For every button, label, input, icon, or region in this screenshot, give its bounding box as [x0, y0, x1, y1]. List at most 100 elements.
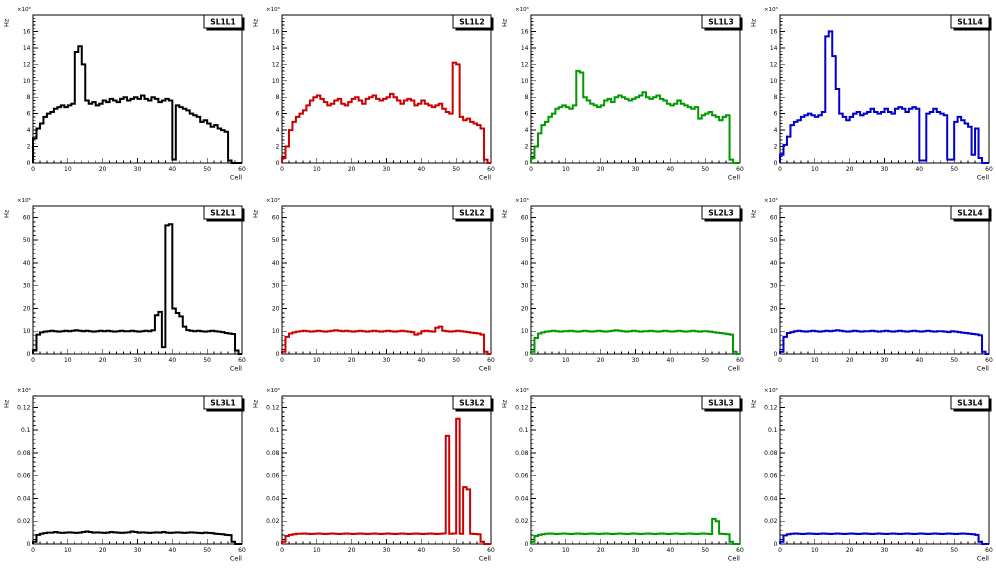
y-tick-label: 4 [27, 127, 31, 134]
x-tick-label: 60 [736, 547, 744, 554]
title-box [950, 205, 990, 220]
y-tick-label: 16 [23, 28, 31, 35]
histogram-line-SL3L3 [530, 518, 740, 546]
y-tick-label: 60 [272, 214, 280, 221]
x-tick-label: 20 [597, 357, 605, 364]
x-tick-label: 50 [701, 547, 709, 554]
y-tick-label: 6 [276, 111, 280, 118]
x-tick-label: 50 [950, 547, 958, 554]
y-axis-title: Hz [749, 18, 757, 27]
y-tick-label: 0.12 [764, 405, 778, 412]
y-scale-exponent: ×10³ [266, 197, 280, 204]
y-tick-label: 10 [770, 78, 778, 85]
x-tick-label: 30 [383, 547, 391, 554]
x-tick-label: 30 [632, 357, 640, 364]
x-axis-title: Cell [728, 555, 740, 563]
y-tick-label: 10 [23, 328, 31, 335]
x-tick-label: 40 [916, 166, 924, 173]
x-tick-label: 0 [280, 166, 284, 173]
x-tick-label: 0 [280, 547, 284, 554]
x-tick-label: 10 [64, 357, 72, 364]
y-axis-title: Hz [749, 209, 757, 218]
x-tick-label: 30 [134, 357, 142, 364]
x-tick-label: 0 [31, 166, 35, 173]
y-tick-label: 0.02 [764, 519, 778, 526]
x-tick-label: 60 [736, 357, 744, 364]
y-tick-label: 6 [27, 111, 31, 118]
x-tick-label: 10 [562, 166, 570, 173]
y-tick-label: 2 [27, 144, 31, 151]
x-tick-label: 40 [916, 357, 924, 364]
x-tick-label: 40 [916, 547, 924, 554]
histogram-line-SL2L4 [779, 328, 989, 355]
x-tick-label: 40 [418, 547, 426, 554]
x-tick-label: 10 [313, 357, 321, 364]
title-box [203, 205, 243, 220]
y-scale-exponent: ×10³ [17, 6, 31, 13]
y-tick-label: 20 [770, 305, 778, 312]
x-tick-label: 50 [452, 166, 460, 173]
histogram-title: SL1L4 [957, 17, 982, 26]
y-tick-label: 0.08 [266, 450, 280, 457]
x-tick-label: 0 [31, 357, 35, 364]
x-tick-label: 20 [846, 357, 854, 364]
x-tick-label: 60 [487, 547, 495, 554]
y-tick-label: 0.06 [17, 473, 31, 480]
x-axis-title: Cell [479, 555, 491, 563]
y-axis-title: Hz [2, 18, 10, 27]
histogram-line-SL1L4 [779, 30, 989, 164]
y-axis-title: Hz [749, 399, 757, 408]
histogram-svg-SL2L4: 0 10 20 30 40 50 600102030405060CellHz×10³SL2L… [749, 197, 993, 372]
histogram-line-SL1L3 [530, 69, 740, 164]
y-tick-label: 0.04 [266, 496, 280, 503]
y-tick-label: 4 [774, 127, 778, 134]
x-tick-label: 60 [985, 357, 993, 364]
histogram-svg-SL1L1: 0 10 20 30 40 50 60 0 2 4 6 8 10 12 14 16 Cell Hz ×10³ SL1L… [2, 6, 245, 181]
histogram-line-SL2L3 [530, 328, 740, 355]
y-axis-title: Hz [2, 209, 10, 218]
y-tick-label: 0.1 [768, 427, 778, 434]
histogram-svg-SL3L1: 0 10 20 30 40 50 60 0 0.02 0.04 0.06 0.08 0.1 0.12 Cel… [2, 387, 245, 562]
x-tick-label: 20 [348, 166, 356, 173]
histogram-panel-SL2L2: 0 10 20 30 40 50 60 0 10 20 30 40 50 60 Cell Hz ×10³ SL2L… [249, 190, 498, 382]
y-axis-title: Hz [500, 18, 508, 27]
histogram-line-SL3L4 [779, 532, 989, 546]
axis-ticks [32, 14, 243, 164]
axis-ticks [32, 398, 243, 545]
title-box [701, 205, 741, 220]
histogram-svg-SL3L3: 0 10 20 30 40 50 60 0 0.02 0.04 0.06 0.08 0.1 0.12 Cel… [500, 387, 744, 563]
histogram-svg-SL2L2: 0 10 20 30 40 50 600102030405060CellHz×10³SL2L… [251, 197, 494, 372]
y-tick-label: 14 [23, 45, 31, 52]
x-tick-label: 10 [313, 166, 321, 173]
histogram-panel-SL1L2: 0 10 20 30 40 50 60 0 2 4 6 8 10 12 14 16 Cell Hz ×10³ SL1L… [249, 0, 498, 191]
y-axis-title: Hz [2, 399, 10, 408]
y-tick-label: 0 [276, 351, 280, 358]
y-tick-label: 0.04 [515, 496, 529, 503]
y-scale-exponent: ×10⁶ [515, 387, 530, 394]
y-tick-label: 2 [276, 144, 280, 151]
y-scale-exponent: ×10³ [515, 6, 529, 13]
y-tick-label: 20 [521, 305, 529, 312]
y-tick-label: 40 [521, 260, 529, 267]
y-tick-label: 0 [774, 351, 778, 358]
x-tick-label: 40 [169, 166, 177, 173]
y-tick-label: 50 [272, 237, 280, 244]
y-tick-label: 0.12 [266, 405, 280, 412]
y-scale-exponent: ×10³ [764, 197, 778, 204]
y-tick-label: 30 [521, 282, 529, 289]
y-axis-title: Hz [251, 209, 259, 218]
histogram-title: SL2L2 [459, 208, 484, 217]
y-tick-label: 0.12 [515, 405, 529, 412]
histogram-svg-SL2L3: 0 10 20 30 40 50 600102030405060CellHz×10³SL2L… [500, 197, 744, 372]
x-tick-label: 30 [632, 547, 640, 554]
x-tick-label: 60 [985, 166, 993, 173]
x-tick-label: 60 [736, 166, 744, 173]
y-tick-label: 60 [23, 214, 31, 221]
plot-frame [530, 14, 741, 164]
y-tick-label: 0.08 [764, 450, 778, 457]
y-tick-label: 12 [272, 61, 280, 68]
x-axis-title: Cell [728, 173, 740, 181]
x-tick-label: 50 [950, 357, 958, 364]
x-axis-title: Cell [977, 173, 989, 181]
